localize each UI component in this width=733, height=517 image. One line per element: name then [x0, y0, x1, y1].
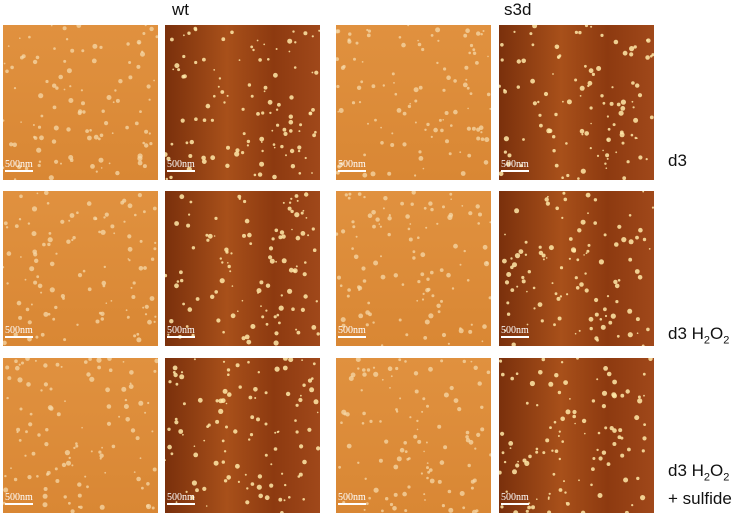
height-image: 500nm	[165, 358, 320, 513]
label-text: d3	[668, 151, 687, 170]
amplitude-image: 500nm	[336, 191, 491, 346]
scale-bar: 500nm	[167, 325, 195, 338]
texture	[165, 192, 320, 346]
height-image: 500nm	[165, 191, 320, 346]
label-text: O	[710, 461, 724, 480]
amplitude-image: 500nm	[336, 358, 491, 513]
height-image: 500nm	[499, 191, 654, 346]
texture	[502, 191, 654, 346]
texture	[336, 191, 491, 346]
label-text: O	[710, 324, 724, 343]
height-image: 500nm	[499, 25, 654, 180]
texture	[336, 25, 491, 178]
row-label: d3	[668, 150, 687, 172]
height-image: 500nm	[165, 25, 320, 180]
texture	[3, 25, 158, 180]
label-text: d3 H	[668, 324, 704, 343]
label-text: + sulfide	[668, 489, 732, 509]
column-header: s3d	[504, 0, 532, 19]
row-label: d3 H2O2 + sulfide	[668, 460, 732, 510]
texture	[165, 26, 320, 180]
scale-bar: 500nm	[501, 492, 529, 505]
scale-bar: 500nm	[5, 159, 33, 172]
scale-bar: 500nm	[501, 325, 529, 338]
amplitude-image: 500nm	[3, 25, 158, 180]
scale-bar: 500nm	[167, 159, 195, 172]
scale-bar: 500nm	[167, 492, 195, 505]
amplitude-image: 500nm	[3, 191, 158, 346]
subscript: 2	[723, 334, 730, 347]
column-header: wt	[172, 0, 189, 19]
row-label: d3 H2O2	[668, 323, 729, 351]
texture	[499, 358, 653, 513]
scale-bar: 500nm	[5, 492, 33, 505]
texture	[499, 25, 654, 180]
scale-bar: 500nm	[338, 492, 366, 505]
texture	[3, 358, 158, 513]
texture	[3, 191, 157, 346]
subscript: 2	[703, 334, 711, 347]
scale-bar: 500nm	[501, 159, 529, 172]
height-image: 500nm	[499, 358, 654, 513]
amplitude-image: 500nm	[336, 25, 491, 180]
texture	[338, 358, 491, 513]
subscript: 2	[703, 471, 711, 484]
amplitude-image: 500nm	[3, 358, 158, 513]
scale-bar: 500nm	[338, 159, 366, 172]
label-text: d3 H	[668, 461, 704, 480]
scale-bar: 500nm	[338, 325, 366, 338]
texture	[165, 358, 320, 513]
subscript: 2	[723, 471, 730, 484]
scale-bar: 500nm	[5, 325, 33, 338]
